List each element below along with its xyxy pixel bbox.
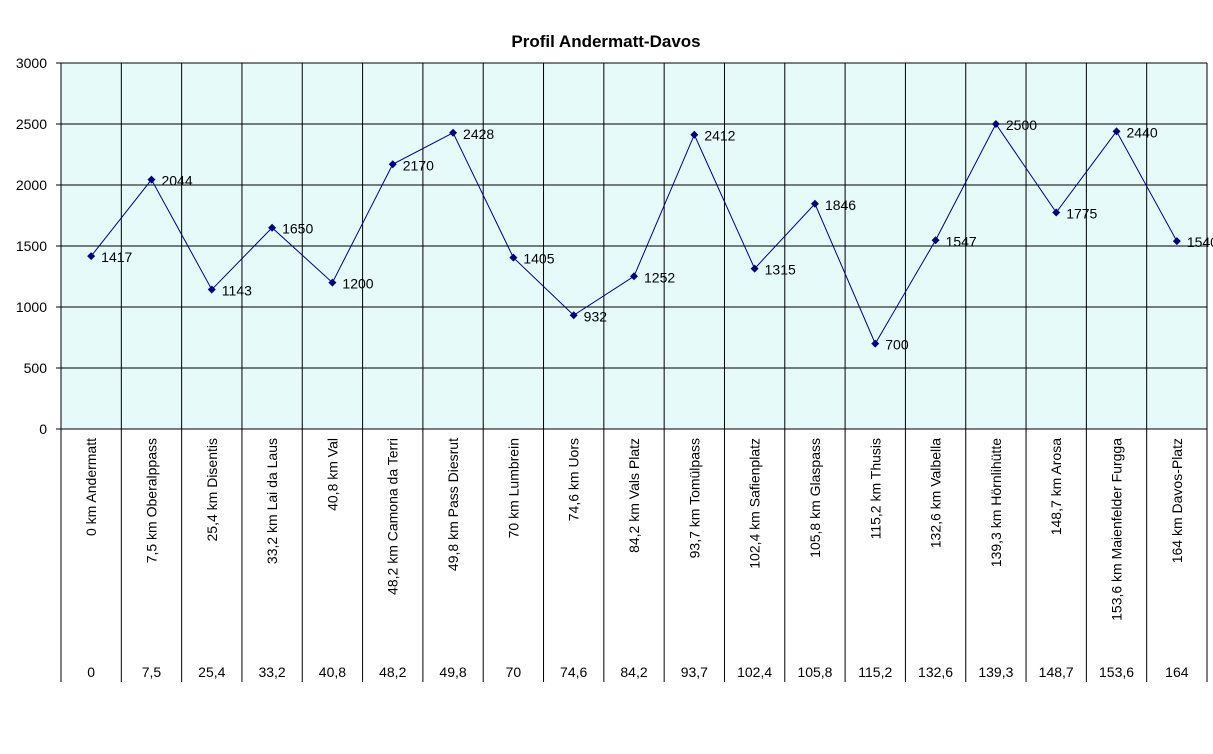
y-tick-label: 500 [24,360,48,376]
data-label: 2412 [704,128,735,144]
category-label: 0 km Andermatt [83,438,99,536]
data-label: 1252 [644,269,675,285]
data-label: 1405 [523,251,554,267]
km-label: 105,8 [797,664,832,680]
data-label: 1846 [825,197,856,213]
data-point [87,252,96,261]
data-label: 1775 [1066,205,1097,221]
category-label: 102,4 km Safienplatz [747,438,763,569]
data-point [931,236,940,245]
data-point [991,120,1000,128]
data-point [1172,237,1181,246]
category-table: 0 km Andermatt 7,5 km Oberalppass 25,4 km … [83,438,1189,680]
data-label: 1547 [946,233,977,249]
y-tick-label: 2000 [16,177,47,193]
data-label: 2170 [403,157,434,173]
category-label: 84,2 km Vals Platz [626,438,642,553]
chart-title: Profil Andermatt-Davos [511,32,700,51]
km-label: 139,3 [978,664,1013,680]
km-label: 49,8 [439,664,466,680]
category-label: 93,7 km Tomülpass [686,438,702,558]
data-point [1052,208,1061,217]
km-label: 153,6 [1099,664,1134,680]
data-label: 700 [885,337,909,353]
data-label: 2044 [161,173,192,189]
data-point [871,339,880,348]
category-label: 105,8 km Glaspass [807,438,823,558]
data-point [630,272,638,281]
km-label: 93,7 [681,664,708,680]
data-label: 1200 [342,276,373,292]
km-label: 0 [87,664,95,680]
data-label: 1417 [101,249,132,265]
data-label: 1143 [222,283,252,299]
data-points [87,120,1181,348]
category-label: 74,6 km Uors [566,438,582,521]
category-label: 70 km Lumbrein [505,438,521,538]
category-label: 139,3 km Hörnlihütte [988,438,1004,567]
km-label: 132,6 [918,664,953,680]
data-point [328,278,337,287]
data-label: 932 [584,308,608,324]
km-label: 102,4 [737,664,772,680]
data-point [147,175,156,184]
data-point [1112,127,1121,136]
grid [56,62,1208,682]
category-label: 40,8 km Val [324,438,340,511]
category-label: 49,8 km Pass Diesrut [445,438,461,571]
y-axis-ticks: 0 500 1000 1500 2000 2500 3000 [16,55,47,437]
category-label: 7,5 km Oberalppass [143,438,159,563]
data-label: 1540 [1187,234,1213,250]
data-point [449,128,458,137]
category-label: 164 km Davos-Platz [1169,438,1185,563]
km-label: 25,4 [198,664,225,680]
data-point [509,253,518,262]
y-tick-label: 0 [39,421,47,437]
category-label: 25,4 km Disentis [204,438,220,541]
data-label: 2440 [1127,124,1158,140]
y-tick-label: 2500 [16,116,47,132]
km-label: 74,6 [560,664,587,680]
km-label: 48,2 [379,664,406,680]
y-tick-label: 3000 [16,55,47,71]
category-label: 148,7 km Arosa [1048,438,1064,535]
data-point [750,264,759,273]
data-point [690,130,699,139]
data-label: 1315 [765,262,796,278]
km-label: 33,2 [258,664,285,680]
category-label: 153,6 km Maienfelder Furgga [1109,438,1125,621]
km-label: 84,2 [620,664,647,680]
km-label: 148,7 [1039,664,1074,680]
data-label: 1650 [282,221,313,237]
km-label: 164 [1165,664,1189,680]
km-label: 7,5 [142,664,162,680]
data-point [569,311,578,320]
data-labels: 1417 2044 1143 1650 1200 2170 2428 1405 932 1252 2… [101,117,1213,353]
km-label: 115,2 [858,664,892,680]
category-label: 132,6 km Valbella [928,438,944,548]
data-point [268,223,277,232]
km-label: 70 [506,664,522,680]
data-point [207,285,216,294]
category-label: 33,2 km Lai da Laus [264,438,280,564]
data-label: 2500 [1006,117,1037,133]
km-label: 40,8 [319,664,346,680]
y-tick-label: 1000 [16,299,47,315]
data-point [810,199,819,208]
category-label: 115,2 km Thusis [867,438,883,539]
data-point [388,160,397,169]
data-label: 2428 [463,126,494,142]
y-tick-label: 1500 [16,238,47,254]
category-label: 48,2 km Camona da Terri [385,438,401,595]
